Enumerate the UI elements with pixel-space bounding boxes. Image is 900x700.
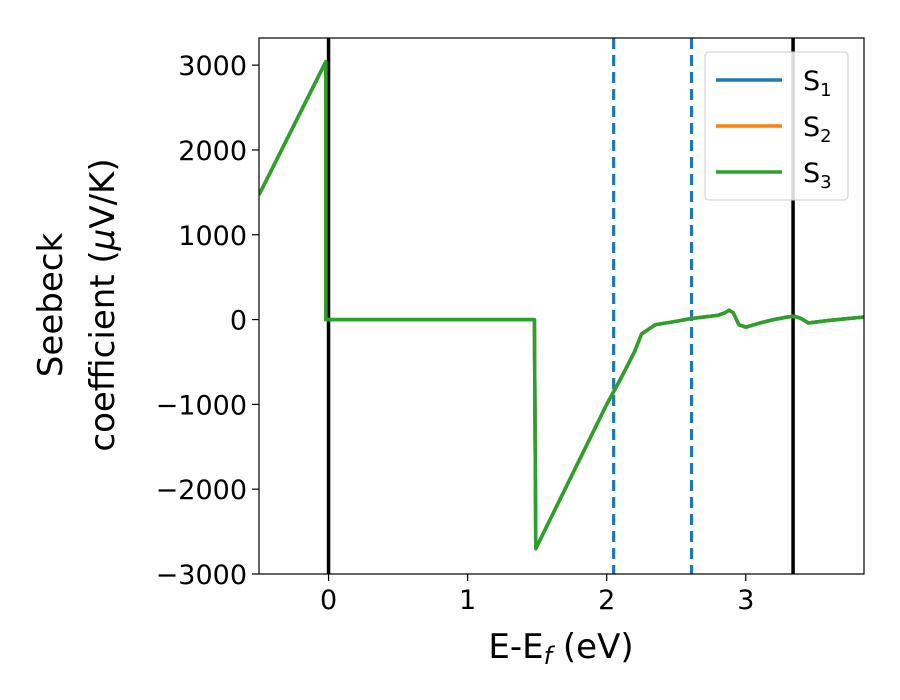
x-axis-title: E-Ef (eV) bbox=[488, 627, 633, 670]
x-axis-ticks: 0 1 2 3 bbox=[320, 574, 754, 616]
series-line-s3 bbox=[259, 59, 864, 551]
y-tick-label: 2000 bbox=[178, 136, 247, 167]
legend-label-s1: S1 bbox=[803, 66, 832, 101]
y-axis-title-line2: coefficient (μV/K) bbox=[83, 158, 123, 451]
legend-label-s3: S3 bbox=[803, 158, 832, 193]
x-tick-label: 3 bbox=[737, 585, 754, 616]
y-tick-label: 0 bbox=[230, 306, 247, 337]
y-tick-label: −1000 bbox=[156, 390, 247, 421]
x-tick-label: 1 bbox=[459, 585, 476, 616]
y-axis-title: Seebeck bbox=[31, 233, 71, 378]
series-lines bbox=[259, 59, 864, 551]
y-axis-ticks: −3000 −2000 −1000 0 1000 2000 3000 bbox=[156, 51, 259, 591]
y-axis-title-line1: Seebeck bbox=[31, 233, 71, 378]
plot-frame bbox=[258, 37, 865, 575]
x-tick-label: 2 bbox=[598, 585, 615, 616]
legend-label-s2: S2 bbox=[803, 112, 832, 147]
x-tick-label: 0 bbox=[320, 585, 337, 616]
y-tick-label: −3000 bbox=[156, 560, 247, 591]
legend: S1 S2 S3 bbox=[704, 51, 849, 201]
y-tick-label: 3000 bbox=[178, 51, 247, 82]
y-axis-title-2: coefficient (μV/K) bbox=[83, 158, 123, 451]
y-tick-label: −2000 bbox=[156, 475, 247, 506]
y-tick-label: 1000 bbox=[178, 221, 247, 252]
